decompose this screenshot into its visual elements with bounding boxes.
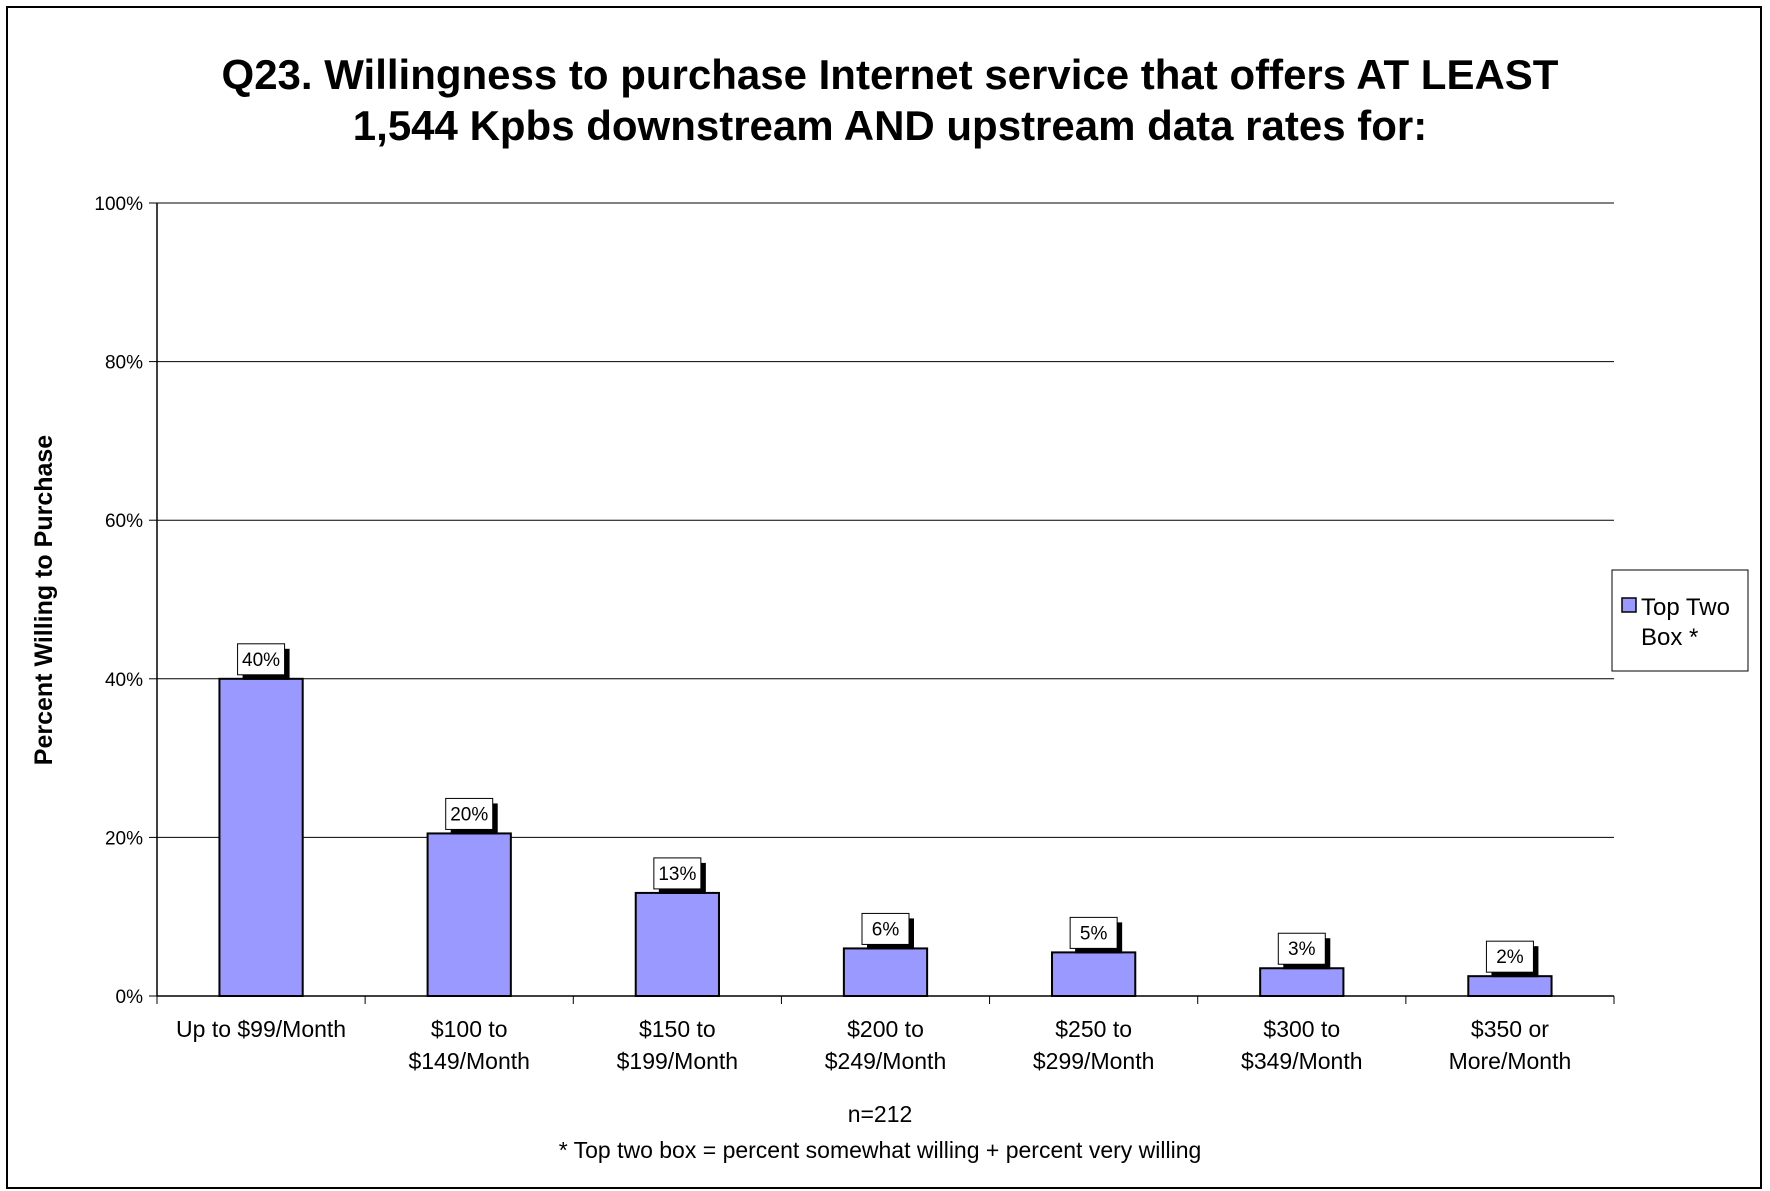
x-tick-label: More/Month	[1449, 1048, 1572, 1074]
legend: Top Two Box *	[1611, 569, 1749, 672]
x-tick-label: $149/Month	[408, 1048, 529, 1074]
chart-title: Q23. Willingness to purchase Internet se…	[222, 51, 1559, 149]
data-label-box	[237, 643, 286, 676]
x-tick-label: $350 or	[1471, 1016, 1549, 1042]
x-tick-label: $249/Month	[825, 1048, 946, 1074]
sample-size-note: n=212	[848, 1101, 913, 1127]
data-label: 20%	[450, 804, 488, 825]
bar	[842, 947, 929, 997]
legend-label-line-1: Top Two	[1641, 594, 1730, 621]
data-label-box	[653, 857, 702, 890]
footnote: * Top two box = percent somewhat willing…	[559, 1137, 1202, 1163]
bar	[634, 891, 720, 997]
x-tick-label: $250 to	[1055, 1016, 1132, 1042]
legend-swatch	[1621, 597, 1637, 613]
y-tick-label: 100%	[94, 194, 143, 215]
x-tick-label: $349/Month	[1241, 1048, 1362, 1074]
y-tick-label: 20%	[105, 828, 143, 849]
y-tick-label: 40%	[105, 670, 143, 691]
data-label-box	[861, 912, 910, 945]
x-tick-label: $300 to	[1263, 1016, 1340, 1042]
x-tick-label: Up to $99/Month	[176, 1016, 346, 1042]
y-tick-label: 60%	[105, 511, 143, 532]
legend-label-line-2: Box *	[1641, 624, 1698, 651]
x-tick-label: $150 to	[639, 1016, 716, 1042]
x-tick-label: $299/Month	[1033, 1048, 1154, 1074]
gridlines	[157, 202, 1614, 838]
data-label-box	[1485, 940, 1534, 973]
bar	[426, 832, 512, 997]
bar	[218, 677, 304, 997]
data-label: 3%	[1288, 939, 1316, 960]
y-tick-label: 80%	[105, 353, 143, 374]
bar	[1259, 967, 1345, 997]
data-label: 13%	[658, 864, 696, 885]
x-tick-label: $199/Month	[617, 1048, 738, 1074]
data-label: 2%	[1496, 947, 1524, 968]
chart-title-line-2: 1,544 Kpbs downstream AND upstream data …	[353, 102, 1427, 149]
data-label: 40%	[242, 650, 280, 671]
data-label-box	[445, 797, 494, 830]
data-labels: 40% 20% 13% 6% 5% 3% 2%	[237, 643, 1539, 978]
legend-box	[1611, 569, 1749, 672]
data-label-box	[1069, 916, 1118, 949]
bar	[1051, 951, 1137, 998]
bar	[1467, 975, 1553, 997]
chart-title-line-1: Q23. Willingness to purchase Internet se…	[222, 51, 1559, 98]
axes: 0% 20% 40% 60% 80% 100% Up to $99/Month $100 to…	[94, 194, 1615, 1074]
y-tick-label: 0%	[116, 987, 144, 1008]
data-label-box	[1277, 932, 1326, 965]
x-tick-label: $100 to	[431, 1016, 508, 1042]
x-tick-label: $200 to	[847, 1016, 924, 1042]
y-axis-label: Percent Willing to Purchase	[30, 435, 58, 766]
data-label: 5%	[1080, 923, 1108, 944]
data-label: 6%	[872, 919, 900, 940]
